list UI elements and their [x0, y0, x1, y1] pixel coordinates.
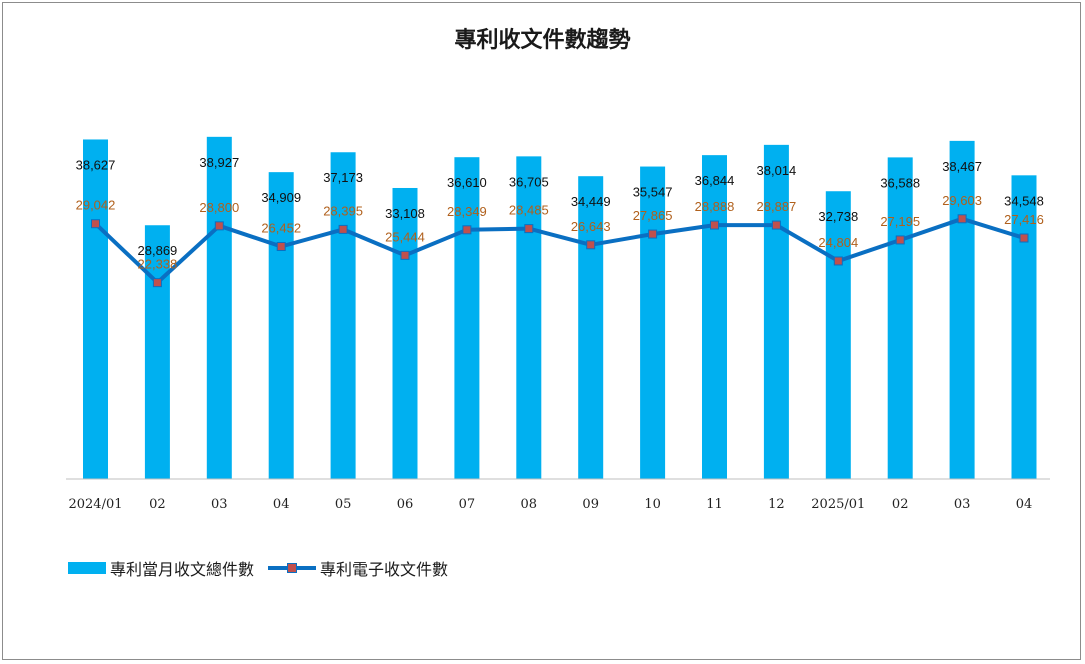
bar-label-3: 34,909	[261, 190, 301, 205]
line-label-14: 29,603	[942, 193, 982, 208]
line-label-10: 28,888	[695, 199, 735, 214]
line-point-4	[339, 225, 347, 233]
bar-13	[888, 157, 913, 479]
bar-label-14: 38,467	[942, 159, 982, 174]
line-point-12	[834, 257, 842, 265]
line-label-9: 27,865	[633, 208, 673, 223]
x-tick-label-11: 12	[768, 497, 785, 512]
x-tick-label-3: 04	[273, 497, 290, 512]
x-tick-label-15: 04	[1016, 497, 1033, 512]
legend-swatch-line	[268, 561, 316, 575]
bar-label-5: 33,108	[385, 206, 425, 221]
bar-label-4: 37,173	[323, 170, 363, 185]
x-tick-label-8: 09	[582, 497, 599, 512]
bar-14	[950, 141, 975, 479]
line-label-1: 22,338	[138, 257, 178, 272]
line-point-5	[401, 251, 409, 259]
line-point-14	[958, 215, 966, 223]
x-tick-label-1: 02	[149, 497, 166, 512]
x-tick-label-0: 2024/01	[68, 497, 122, 512]
x-tick-label-4: 05	[335, 497, 352, 512]
x-tick-label-6: 07	[459, 497, 476, 512]
bar-label-2: 38,927	[199, 155, 239, 170]
line-point-1	[153, 279, 161, 287]
legend-swatch-bar	[68, 562, 106, 574]
x-tick-label-7: 08	[521, 497, 538, 512]
line-point-11	[772, 221, 780, 229]
legend-label-line: 專利電子收文件數	[320, 556, 448, 580]
bar-2	[207, 137, 232, 479]
line-point-8	[587, 241, 595, 249]
bar-label-8: 34,449	[571, 194, 611, 209]
bar-4	[331, 152, 356, 479]
bar-label-15: 34,548	[1004, 193, 1044, 208]
bar-label-10: 36,844	[695, 173, 735, 188]
legend-item-line: 專利電子收文件數	[268, 556, 448, 580]
line-label-2: 28,800	[199, 200, 239, 215]
line-label-4: 28,395	[323, 203, 363, 218]
bar-label-12: 32,738	[818, 209, 858, 224]
bar-label-6: 36,610	[447, 175, 487, 190]
bar-label-9: 35,547	[633, 185, 673, 200]
line-point-6	[463, 226, 471, 234]
x-tick-label-9: 10	[644, 497, 661, 512]
bar-0	[83, 139, 108, 479]
x-tick-label-2: 03	[211, 497, 228, 512]
line-point-15	[1020, 234, 1028, 242]
chart-legend: 專利當月收文總件數 專利電子收文件數	[68, 556, 462, 580]
line-point-0	[92, 220, 100, 228]
x-tick-label-14: 03	[954, 497, 971, 512]
x-tick-label-13: 02	[892, 497, 909, 512]
line-point-10	[711, 221, 719, 229]
line-point-3	[277, 242, 285, 250]
line-label-7: 28,485	[509, 203, 549, 218]
line-label-11: 28,887	[757, 199, 797, 214]
legend-item-bar: 專利當月收文總件數	[68, 556, 254, 580]
bar-label-7: 36,705	[509, 174, 549, 189]
line-label-6: 28,349	[447, 204, 487, 219]
bar-label-0: 38,627	[76, 157, 116, 172]
line-label-0: 29,042	[76, 198, 116, 213]
bar-label-13: 36,588	[880, 175, 920, 190]
bar-11	[764, 145, 789, 479]
line-label-13: 27,195	[880, 214, 920, 229]
x-tick-label-5: 06	[397, 497, 414, 512]
line-point-13	[896, 236, 904, 244]
line-label-12: 24,804	[818, 235, 858, 250]
line-point-7	[525, 225, 533, 233]
bar-3	[269, 172, 294, 479]
bar-label-11: 38,014	[757, 163, 797, 178]
legend-label-bar: 專利當月收文總件數	[110, 556, 254, 580]
line-point-9	[649, 230, 657, 238]
line-point-2	[215, 222, 223, 230]
x-tick-label-12: 2025/01	[811, 497, 865, 512]
x-tick-label-10: 11	[706, 497, 723, 512]
line-label-3: 26,452	[261, 220, 301, 235]
line-label-8: 26,643	[571, 219, 611, 234]
line-label-5: 25,444	[385, 229, 425, 244]
line-label-15: 27,416	[1004, 212, 1044, 227]
